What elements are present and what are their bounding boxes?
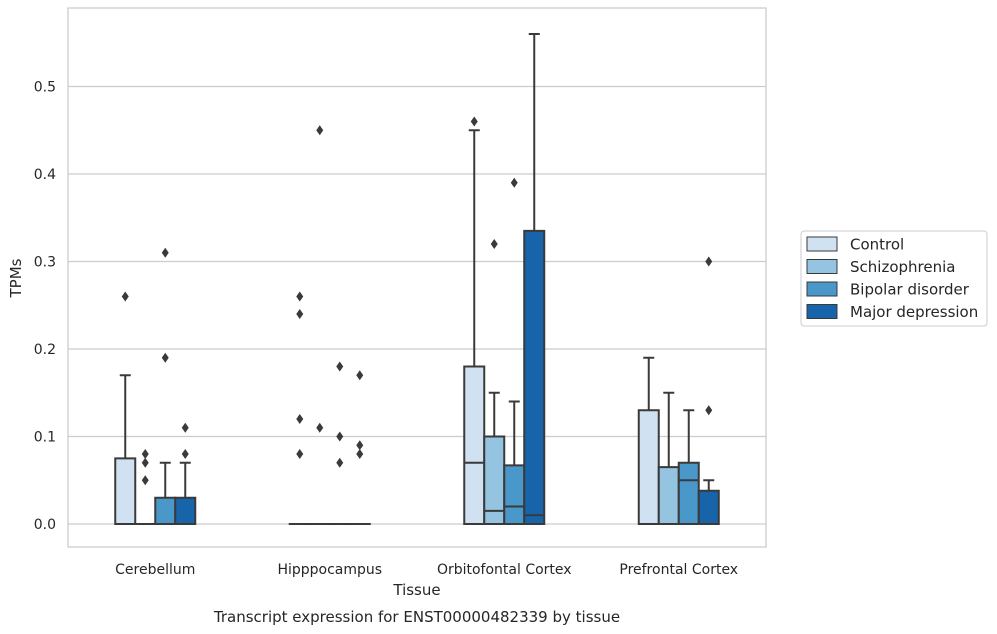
outlier-point — [490, 239, 498, 249]
outlier-point — [336, 457, 344, 468]
legend-label: Major depression — [850, 303, 978, 321]
y-tick-label: 0.0 — [34, 517, 56, 533]
box-group — [154, 247, 177, 525]
box-group — [328, 361, 351, 526]
box — [174, 496, 197, 525]
outlier-point — [470, 116, 478, 127]
outlier-point — [296, 414, 304, 424]
outlier-point — [336, 361, 344, 372]
outlier-point — [705, 405, 713, 416]
box-group — [697, 256, 720, 525]
box — [154, 496, 177, 525]
box — [503, 464, 526, 525]
y-tick-label: 0.4 — [34, 167, 56, 183]
outlier-point — [161, 247, 169, 258]
y-tick-label: 0.5 — [34, 80, 56, 96]
box-group — [637, 356, 660, 525]
box-group — [114, 291, 137, 525]
legend-swatch — [806, 259, 838, 274]
y-tick-label: 0.1 — [34, 430, 56, 446]
legend: Control Schizophrenia Bipolar disorder Majo… — [800, 230, 988, 327]
x-tick-labels: Cerebellum Hipppocampus Orbitofontal Corte… — [115, 562, 738, 578]
x-tick-label: Cerebellum — [115, 562, 195, 578]
x-tick-label: Orbitofontal Cortex — [437, 562, 572, 578]
outlier-point — [356, 370, 364, 381]
x-tick-label: Prefrontal Cortex — [619, 562, 738, 578]
box-group — [503, 177, 526, 525]
y-tick-labels: 0.0 0.1 0.2 0.3 0.4 0.5 — [34, 80, 56, 534]
box-group — [308, 125, 331, 526]
outlier-point — [336, 431, 344, 442]
outlier-point — [161, 352, 169, 363]
box — [677, 461, 700, 525]
chart-caption: Transcript expression for ENST0000048233… — [213, 608, 620, 626]
legend-label: Schizophrenia — [850, 258, 955, 276]
box-group — [174, 422, 197, 525]
y-tick-label: 0.2 — [34, 342, 56, 358]
box-group — [483, 239, 506, 525]
box — [637, 409, 660, 525]
box — [523, 229, 546, 525]
box-group — [288, 291, 311, 526]
legend-frame — [800, 230, 988, 327]
outlier-point — [705, 256, 713, 267]
legend-label: Bipolar disorder — [850, 281, 970, 299]
box — [697, 489, 720, 525]
outlier-point — [356, 440, 364, 451]
box — [463, 365, 486, 525]
y-axis-title: TPMs — [7, 258, 25, 298]
x-tick-label: Hipppocampus — [277, 562, 382, 578]
outlier-point — [141, 449, 149, 459]
box-group — [523, 33, 546, 525]
box-group — [348, 370, 371, 526]
y-tick-label: 0.3 — [34, 255, 56, 271]
outlier-point — [316, 422, 324, 433]
plot-frame — [67, 7, 767, 548]
legend-label: Control — [850, 236, 904, 254]
outlier-point — [296, 449, 304, 459]
outlier-point — [181, 422, 189, 433]
box-groups — [114, 33, 720, 526]
box-group — [677, 409, 700, 525]
legend-swatch — [806, 304, 838, 319]
box — [657, 466, 680, 525]
outlier-point — [141, 457, 149, 468]
outlier-point — [141, 475, 149, 486]
outlier-point — [181, 449, 189, 459]
x-axis-title: Tissue — [392, 581, 440, 599]
outlier-point — [356, 449, 364, 459]
box — [114, 457, 137, 525]
legend-swatch — [806, 236, 838, 252]
outlier-point — [510, 177, 518, 188]
outlier-point — [316, 125, 324, 136]
legend-swatch — [806, 281, 838, 297]
outlier-point — [296, 309, 304, 319]
outlier-point — [296, 291, 304, 302]
outlier-point — [121, 291, 129, 302]
